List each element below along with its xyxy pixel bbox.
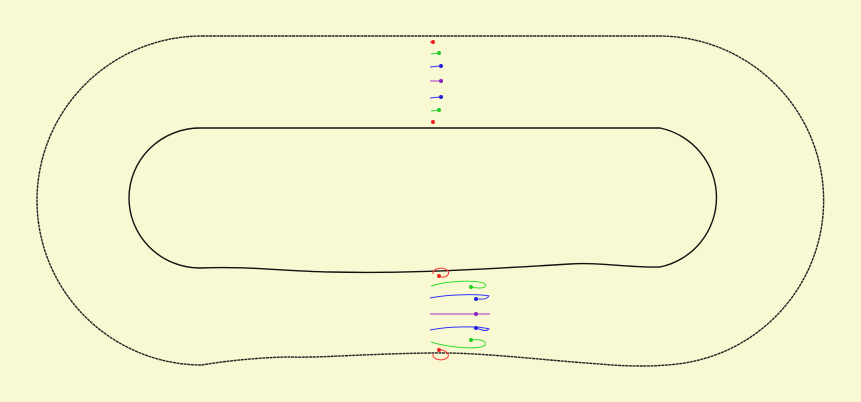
trajectory-blue	[429, 294, 490, 300]
car-red	[431, 40, 435, 44]
car-green	[469, 285, 473, 289]
trajectory-blue	[429, 326, 490, 332]
trajectory-green	[430, 339, 486, 349]
car-red	[437, 274, 441, 278]
trajectory-green	[430, 280, 487, 289]
running-cars	[429, 267, 490, 361]
car-red	[431, 120, 435, 124]
trajectory-red	[432, 349, 449, 361]
car-green	[469, 338, 473, 342]
car-trail	[429, 65, 441, 68]
car-trail	[429, 96, 441, 99]
trajectory-red	[432, 267, 450, 278]
car-green	[437, 51, 441, 55]
car-green	[437, 108, 441, 112]
car-purple	[474, 312, 478, 316]
car-blue	[474, 297, 478, 301]
car-blue	[439, 64, 443, 68]
inner-track-boundary	[128, 127, 718, 274]
car-blue	[474, 326, 478, 330]
car-red	[437, 348, 441, 352]
outer-track-boundary	[36, 35, 825, 367]
car-purple	[439, 79, 443, 83]
start-cars	[429, 40, 443, 124]
car-blue	[439, 95, 443, 99]
